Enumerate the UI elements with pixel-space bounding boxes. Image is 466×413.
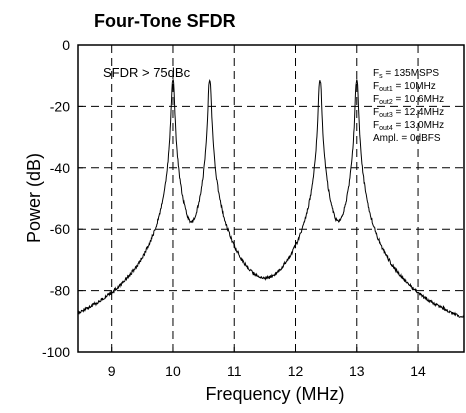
y-axis-ticks: 0 -20 -40 -60 -80 -100	[42, 37, 83, 360]
legend-entry-subscript: out4	[379, 125, 393, 132]
legend-entry: Fout2 = 10.6MHz	[373, 94, 444, 106]
x-axis-ticks: 9 10 11 12 13 14	[108, 347, 426, 379]
legend-entry-value: = 10.6MHz	[393, 94, 444, 105]
legend-entry-main: F	[373, 120, 379, 131]
y-tick-label: -100	[42, 344, 70, 360]
legend-entry-value: = 135MSPS	[383, 68, 440, 79]
y-tick-label: 0	[62, 37, 70, 53]
legend-entry-main: F	[373, 81, 379, 92]
legend-entry-value: = 10MHz	[393, 81, 436, 92]
chart-title: Four-Tone SFDR	[94, 11, 236, 31]
x-tick-label: 13	[349, 363, 365, 379]
legend-entry: Fs = 135MSPS	[373, 68, 439, 80]
legend-entry: Fout4 = 13.0MHz	[373, 120, 444, 132]
x-tick-label: 10	[165, 363, 181, 379]
legend-entry-value: = 13.0MHz	[393, 120, 444, 131]
x-tick-label: 14	[410, 363, 426, 379]
y-tick-label: -60	[50, 221, 70, 237]
legend-entry-main: F	[373, 94, 379, 105]
x-tick-label: 12	[288, 363, 304, 379]
legend-entry: Fout1 = 10MHz	[373, 81, 436, 93]
y-tick-label: -20	[50, 98, 70, 114]
legend-entry-subscript: out3	[379, 112, 393, 119]
legend-entry: Fout3 = 12.4MHz	[373, 107, 444, 119]
x-tick-label: 11	[227, 363, 242, 379]
spectrum-trace	[77, 79, 465, 319]
x-tick-label: 9	[108, 363, 116, 379]
y-tick-label: -80	[50, 283, 70, 299]
legend-entry: Ampl. = 0dBFS	[373, 133, 441, 144]
x-axis-label: Frequency (MHz)	[205, 384, 344, 404]
legend-entry-subscript: out2	[379, 99, 393, 106]
legend-entry-subscript: s	[379, 73, 383, 80]
plot-frame	[77, 44, 465, 353]
y-axis-label: Power (dB)	[24, 153, 44, 243]
y-tick-label: -40	[50, 160, 70, 176]
sfdr-annotation: SFDR > 75dBc	[103, 65, 191, 80]
legend-entry-main: F	[373, 107, 379, 118]
legend-entry-value: = 12.4MHz	[393, 107, 444, 118]
legend-entry-subscript: out1	[379, 86, 393, 93]
legend-entry-main: Ampl. = 0dBFS	[373, 133, 441, 144]
legend-entry-main: F	[373, 68, 379, 79]
